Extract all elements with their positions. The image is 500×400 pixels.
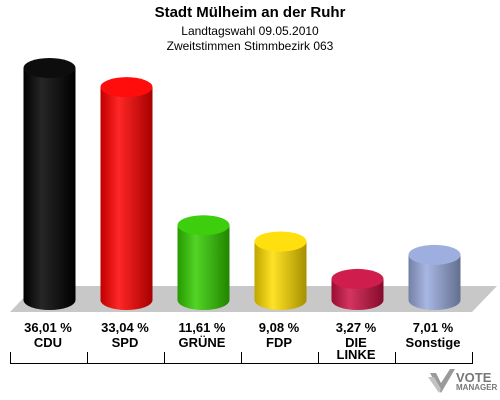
bar-top <box>177 215 230 236</box>
category-label: Sonstige <box>405 335 461 350</box>
axis-tick <box>472 352 473 364</box>
bar-top <box>100 77 153 98</box>
bar-sonstige <box>408 244 461 310</box>
bar-fdp <box>254 231 307 310</box>
chart-subtitle-district: Zweitstimmen Stimmbezirk 063 <box>166 39 334 53</box>
value-label: 33,04 % <box>101 320 149 335</box>
category-label: DIE LINKE <box>336 335 376 362</box>
axis-tick <box>395 352 396 364</box>
value-label: 9,08 % <box>258 320 300 335</box>
category-label: FDP <box>266 335 292 350</box>
bar-grüne <box>177 215 230 310</box>
bar-body <box>23 68 76 300</box>
value-label: 11,61 % <box>178 320 226 335</box>
vote-manager-logo: VOTE MANAGER <box>426 367 498 397</box>
bar-body <box>177 225 230 300</box>
bar-top <box>408 244 461 265</box>
axis-tick <box>87 352 88 364</box>
bar-spd <box>100 77 153 310</box>
axis-tick <box>10 352 11 364</box>
axis-tick <box>318 352 319 364</box>
axis-tick <box>241 352 242 364</box>
bar-top <box>23 58 76 78</box>
value-label: 3,27 % <box>335 320 377 335</box>
category-label: SPD <box>111 335 139 350</box>
chart-subtitle-election: Landtagswahl 09.05.2010 <box>181 24 319 38</box>
bar-body <box>100 87 153 301</box>
bar-top <box>331 268 384 289</box>
axis-tick <box>164 352 165 364</box>
chart-title: Stadt Mülheim an der Ruhr <box>154 4 346 21</box>
bar-die-linke <box>331 268 384 310</box>
value-label: 36,01 % <box>24 320 72 335</box>
category-label: GRÜNE <box>178 335 226 350</box>
checkmark-icon <box>428 369 455 393</box>
axis-line <box>10 363 472 364</box>
bar-top <box>254 231 307 252</box>
category-label: CDU <box>33 335 63 350</box>
logo-text-manager: MANAGER <box>456 383 498 392</box>
value-label: 7,01 % <box>412 320 454 335</box>
bar-cdu <box>23 58 76 310</box>
logo-text-vote: VOTE <box>456 370 492 385</box>
